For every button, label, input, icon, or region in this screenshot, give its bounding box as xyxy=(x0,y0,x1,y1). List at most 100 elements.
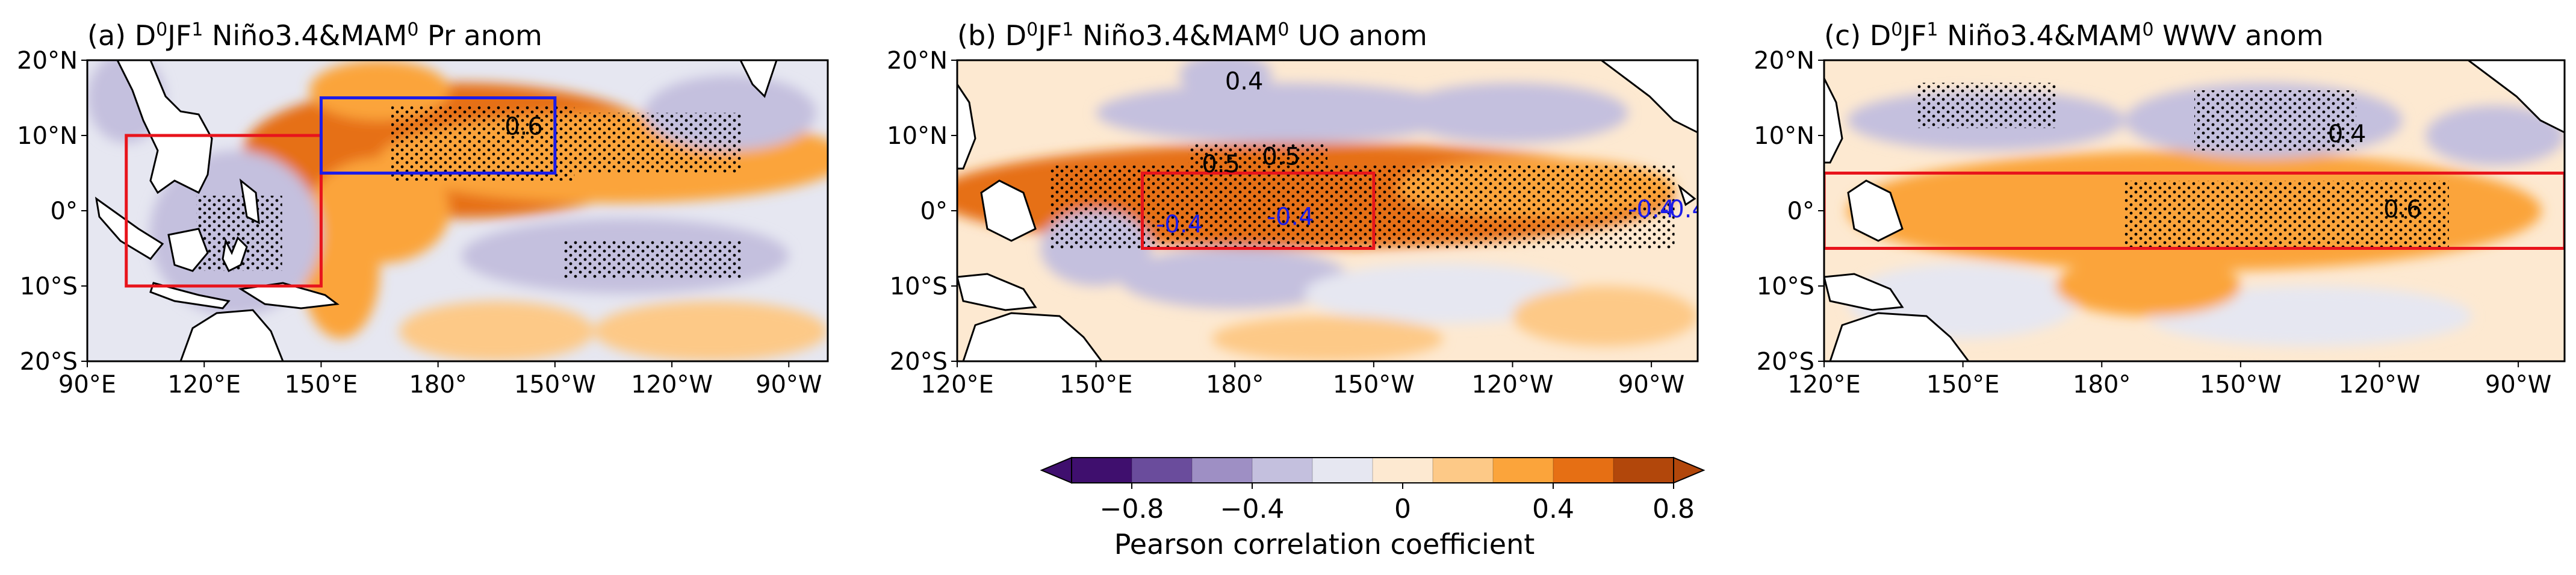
panel-b-anomaly-9 xyxy=(1211,316,1444,361)
panel-b-land xyxy=(957,60,1698,361)
panel-c-y-tick-label-2: 0° xyxy=(1787,197,1814,225)
panel-b-stipple xyxy=(1049,143,1675,249)
colorbar-extend-min xyxy=(1040,456,1072,484)
panel-c-contour-labels: 0.4 0.6 xyxy=(2328,120,2422,223)
panel-a-y-tick-label-4: 20°S xyxy=(20,348,78,376)
panel-b-anomaly-2 xyxy=(1096,82,1466,143)
panel-a-x-tick-label-3: 180° xyxy=(409,371,467,399)
panel-a-anomaly-9 xyxy=(399,301,594,361)
panel-a-x-tick-label-5: 120°W xyxy=(631,371,713,399)
panel-c-boxes xyxy=(1824,172,2565,250)
colorbar-tick-label-1: −0.4 xyxy=(1220,494,1285,524)
panel-b-contour-label-3: -0.4 xyxy=(1156,211,1203,238)
panel-b-anomaly-3 xyxy=(1397,82,1628,143)
colorbar-tick-label-2: 0 xyxy=(1394,494,1411,524)
panel-c-x-tick-label-0: 120°E xyxy=(1787,371,1861,399)
panel-b-x-tick-label-1: 150°E xyxy=(1060,371,1133,399)
panel-c-anomaly-5 xyxy=(2148,286,2472,346)
panel-c-y-tick-label-3: 10°S xyxy=(1757,273,1814,300)
panel-a-stipple-region-1 xyxy=(574,113,742,173)
panel-c-y-tick-label-1: 10°N xyxy=(1754,122,1814,150)
colorbar-extend-max xyxy=(1673,456,1705,484)
panel-a-y-tick-label-0: 20°N xyxy=(17,47,78,75)
panel-c-x-tick-label-4: 120°W xyxy=(2339,371,2421,399)
panel-a-region-box-0 xyxy=(125,134,323,288)
panel-b-x-tick-label-0: 120°E xyxy=(920,371,994,399)
colorbar-swatch-8 xyxy=(1553,458,1614,483)
colorbar-outline xyxy=(1071,457,1674,483)
colorbar-swatch-0 xyxy=(1072,458,1132,483)
panel-b-contour-label-2: 0.5 xyxy=(1262,143,1300,171)
colorbar-swatch-7 xyxy=(1493,458,1554,483)
panel-a-x-tick-label-6: 90°W xyxy=(756,371,822,399)
colorbar-ticks: −0.8 −0.4 0 0.4 0.8 xyxy=(1100,483,1695,524)
colorbar-swatch-6 xyxy=(1433,458,1494,483)
panel-a-x-tick-label-1: 120°E xyxy=(167,371,241,399)
panel-a-title: (a) D0JF1 Niño3.4&MAM0 Pr anom xyxy=(87,19,542,52)
panel-a-y-axis: 20°N 10°N 0° 10°S 20°S xyxy=(17,47,87,376)
panel-a-contour-labels: 0.6 xyxy=(504,113,543,141)
panel-b-contour-label-0: 0.4 xyxy=(1225,68,1264,96)
panel-b-x-tick-label-3: 150°W xyxy=(1333,371,1415,399)
panel-b-y-tick-label-1: 10°N xyxy=(887,122,948,150)
panel-c-y-tick-label-0: 20°N xyxy=(1754,47,1814,75)
colorbar-swatches xyxy=(1040,456,1705,484)
panel-b-contour-label-1: 0.5 xyxy=(1202,151,1240,178)
panel-a-stipple-region-2 xyxy=(562,241,742,279)
panel-a-stipple-region-0 xyxy=(391,105,575,181)
panel-b-stipple-region-1 xyxy=(1188,143,1327,166)
panel-a-y-tick-label-3: 10°S xyxy=(20,273,78,300)
panel-b-anomaly-6 xyxy=(1179,60,1272,98)
panel-c-stipple xyxy=(1916,82,2449,249)
panel-c-title: (c) D0JF1 Niño3.4&MAM0 WWV anom xyxy=(1824,19,2324,52)
colorbar-swatch-9 xyxy=(1613,458,1674,483)
panel-c-anomaly-7 xyxy=(2055,256,2241,316)
panel-b-contour-label-4: -0.4 xyxy=(1267,204,1314,231)
colorbar-swatch-4 xyxy=(1312,458,1373,483)
panel-c-contour-label-0: 0.4 xyxy=(2328,120,2367,148)
colorbar-label: Pearson correlation coefficient xyxy=(1114,528,1535,561)
panel-a-contour-label-0: 0.6 xyxy=(504,113,543,141)
panel-b-region-box-0 xyxy=(1141,172,1376,250)
panel-b-title: (b) D0JF1 Niño3.4&MAM0 UO anom xyxy=(957,19,1427,52)
panel-a-x-tick-label-0: 90°E xyxy=(58,371,116,399)
panel-b-y-tick-label-0: 20°N xyxy=(887,47,948,75)
colorbar-tick-label-0: −0.8 xyxy=(1100,494,1164,524)
panel-b-y-axis: 20°N 10°N 0° 10°S 20°S xyxy=(887,47,957,376)
colorbar-swatch-1 xyxy=(1132,458,1193,483)
panel-a-x-tick-label-4: 150°W xyxy=(514,371,596,399)
panel-c-x-axis: 120°E 150°E 180° 150°W 120°W 90°W xyxy=(1787,361,2551,399)
panel-b-y-tick-label-2: 0° xyxy=(920,197,948,225)
panel-b-anomaly-4 xyxy=(1119,248,1351,309)
panel-c-contour-label-1: 0.6 xyxy=(2383,196,2422,223)
panel-c-x-tick-label-3: 150°W xyxy=(2200,371,2282,399)
panel-b-contour-labels: 0.40.5 0.5-0.4 -0.4 -0.4-0.4 xyxy=(1156,68,1698,239)
panel-c: (c) D0JF1 Niño3.4&MAM0 WWV anom 0.4 0.6 1… xyxy=(1754,19,2566,399)
panel-b: (b) D0JF1 Niño3.4&MAM0 UO anom 0.4 0.5 0.5… xyxy=(887,19,1699,399)
panel-a-y-tick-label-1: 10°N xyxy=(17,122,78,150)
panel-c-anomaly-4 xyxy=(2425,105,2565,166)
panel-c-y-tick-label-4: 20°S xyxy=(1757,348,1814,376)
panel-b-contour-label-5: -0.4 xyxy=(1628,196,1675,223)
panel-c-stipple-region-1 xyxy=(2194,90,2357,151)
panel-b-stipple-region-0 xyxy=(1049,166,1675,249)
panel-b-anomaly-5 xyxy=(1304,263,1582,324)
colorbar-tick-label-4: 0.8 xyxy=(1653,494,1695,524)
panel-c-x-tick-label-1: 150°E xyxy=(1926,371,2000,399)
panel-a-x-tick-label-2: 150°E xyxy=(285,371,358,399)
panel-a-anomaly-10 xyxy=(594,301,828,361)
colorbar-swatch-2 xyxy=(1192,458,1253,483)
panel-a-region-box-1 xyxy=(319,96,557,175)
panel-a-stipple xyxy=(196,105,742,279)
panel-b-x-axis: 120°E 150°E 180° 150°W 120°W 90°W xyxy=(920,361,1684,399)
panel-b-anomaly-8 xyxy=(1512,286,1698,346)
panel-b-x-tick-label-2: 180° xyxy=(1206,371,1264,399)
colorbar-swatch-5 xyxy=(1373,458,1433,483)
panel-a-boxes xyxy=(125,96,557,288)
panel-a: (a) D0JF1 Niño3.4&MAM0 Pr anom 0.6 90°E 1… xyxy=(17,19,829,399)
panel-a-y-tick-label-2: 0° xyxy=(51,197,78,225)
colorbar-swatch-3 xyxy=(1252,458,1313,483)
colorbar-tick-label-3: 0.4 xyxy=(1532,494,1574,524)
panel-c-stipple-region-0 xyxy=(2124,181,2449,249)
